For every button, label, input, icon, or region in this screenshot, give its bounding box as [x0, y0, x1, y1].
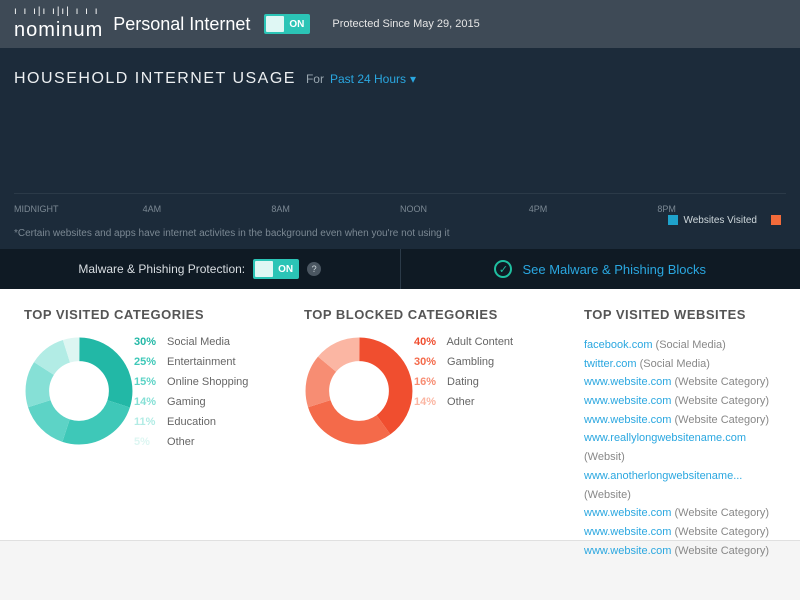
top-visited-websites-panel: TOP VISITED WEBSITES facebook.com (Socia…: [574, 307, 786, 522]
x-axis-label: 4PM: [529, 204, 658, 214]
top-sites-list: facebook.com (Social Media)twitter.com (…: [584, 336, 776, 560]
panels-row: TOP VISITED CATEGORIES 30% Social Media 2…: [0, 289, 800, 541]
site-link[interactable]: www.website.com: [584, 395, 671, 407]
site-link[interactable]: www.website.com: [584, 545, 671, 557]
site-link[interactable]: www.reallylongwebsitename.com: [584, 432, 746, 444]
toggle-label: ON: [289, 19, 304, 30]
category-row: 14% Gaming: [134, 396, 284, 408]
site-link[interactable]: www.website.com: [584, 526, 671, 538]
blocked-donut-chart: [304, 336, 414, 446]
site-row: www.website.com (Website Category): [584, 542, 776, 561]
site-link[interactable]: twitter.com: [584, 358, 637, 370]
site-row: twitter.com (Social Media): [584, 355, 776, 374]
category-row: 25% Entertainment: [134, 356, 284, 368]
site-category: (Website Category): [671, 507, 769, 519]
visited-category-list: 30% Social Media 25% Entertainment 15% Onl…: [134, 336, 284, 456]
legend-blocked: [771, 215, 786, 226]
usage-section: HOUSEHOLD INTERNET USAGE For Past 24 Hou…: [0, 48, 800, 249]
site-row: facebook.com (Social Media): [584, 336, 776, 355]
usage-title: HOUSEHOLD INTERNET USAGE: [14, 70, 296, 88]
protection-bar: Malware & Phishing Protection: ON ? ✓ Se…: [0, 249, 800, 289]
time-range-value: Past 24 Hours: [330, 72, 406, 86]
brand-logo: ı ı ı|ı ı|ı| ı ı ı nominum: [14, 6, 103, 42]
toggle-knob: [266, 16, 284, 32]
x-axis-label: 8PM: [657, 204, 786, 214]
brand-name: nominum: [14, 19, 103, 42]
site-row: www.website.com (Website Category): [584, 523, 776, 542]
site-row: www.reallylongwebsitename.com (Websit): [584, 429, 776, 466]
see-blocks-link[interactable]: See Malware & Phishing Blocks: [522, 262, 706, 277]
site-category: (Website Category): [671, 376, 769, 388]
site-link[interactable]: www.website.com: [584, 507, 671, 519]
chevron-down-icon: ▾: [410, 72, 416, 86]
chart-x-axis: MIDNIGHT4AM8AMNOON4PM8PM: [14, 204, 786, 214]
site-row: www.anotherlongwebsitename... (Website): [584, 467, 776, 504]
site-category: (Website Category): [671, 545, 769, 557]
chart-legend: Websites Visited: [668, 215, 786, 226]
blocked-category-list: 40% Adult Content 30% Gambling 16% Dating 1…: [414, 336, 564, 446]
site-row: www.website.com (Website Category): [584, 504, 776, 523]
site-category: (Website): [584, 489, 631, 501]
legend-visited: Websites Visited: [668, 215, 757, 226]
site-category: (Website Category): [671, 395, 769, 407]
time-range-dropdown[interactable]: Past 24 Hours ▾: [330, 72, 416, 86]
category-row: 30% Gambling: [414, 356, 564, 368]
header-title: Personal Internet: [113, 14, 250, 35]
site-category: (Social Media): [637, 358, 710, 370]
help-icon[interactable]: ?: [307, 262, 321, 276]
toggle-label: ON: [278, 264, 293, 275]
x-axis-label: 8AM: [271, 204, 400, 214]
usage-bar-chart: [14, 106, 786, 194]
x-axis-label: MIDNIGHT: [14, 204, 143, 214]
category-row: 15% Online Shopping: [134, 376, 284, 388]
category-row: 11% Education: [134, 416, 284, 428]
x-axis-label: 4AM: [143, 204, 272, 214]
app-header: ı ı ı|ı ı|ı| ı ı ı nominum Personal Inte…: [0, 0, 800, 48]
master-toggle[interactable]: ON: [264, 14, 310, 34]
protection-toggle[interactable]: ON: [253, 259, 299, 279]
top-blocked-categories-panel: TOP BLOCKED CATEGORIES 40% Adult Content…: [294, 307, 574, 522]
toggle-knob: [255, 261, 273, 277]
visited-donut-chart: [24, 336, 134, 446]
site-row: www.website.com (Website Category): [584, 411, 776, 430]
category-row: 14% Other: [414, 396, 564, 408]
panel-title: TOP VISITED CATEGORIES: [24, 307, 284, 322]
protection-label: Malware & Phishing Protection:: [78, 262, 245, 276]
usage-footnote: *Certain websites and apps have internet…: [14, 228, 668, 239]
site-link[interactable]: www.website.com: [584, 414, 671, 426]
site-row: www.website.com (Website Category): [584, 373, 776, 392]
category-row: 5% Other: [134, 436, 284, 448]
site-category: (Website Category): [671, 414, 769, 426]
panel-title: TOP BLOCKED CATEGORIES: [304, 307, 564, 322]
usage-for-label: For: [306, 72, 324, 86]
site-category: (Website Category): [671, 526, 769, 538]
site-row: www.website.com (Website Category): [584, 392, 776, 411]
protection-status: Protected Since May 29, 2015: [332, 18, 479, 30]
logo-marks: ı ı ı|ı ı|ı| ı ı ı: [14, 6, 103, 17]
site-link[interactable]: www.website.com: [584, 376, 671, 388]
site-category: (Websit): [584, 451, 625, 463]
site-link[interactable]: www.anotherlongwebsitename...: [584, 470, 742, 482]
category-row: 40% Adult Content: [414, 336, 564, 348]
site-category: (Social Media): [652, 339, 725, 351]
category-row: 30% Social Media: [134, 336, 284, 348]
check-icon: ✓: [494, 260, 512, 278]
site-link[interactable]: facebook.com: [584, 339, 652, 351]
x-axis-label: NOON: [400, 204, 529, 214]
panel-title: TOP VISITED WEBSITES: [584, 307, 776, 322]
top-visited-categories-panel: TOP VISITED CATEGORIES 30% Social Media 2…: [14, 307, 294, 522]
category-row: 16% Dating: [414, 376, 564, 388]
